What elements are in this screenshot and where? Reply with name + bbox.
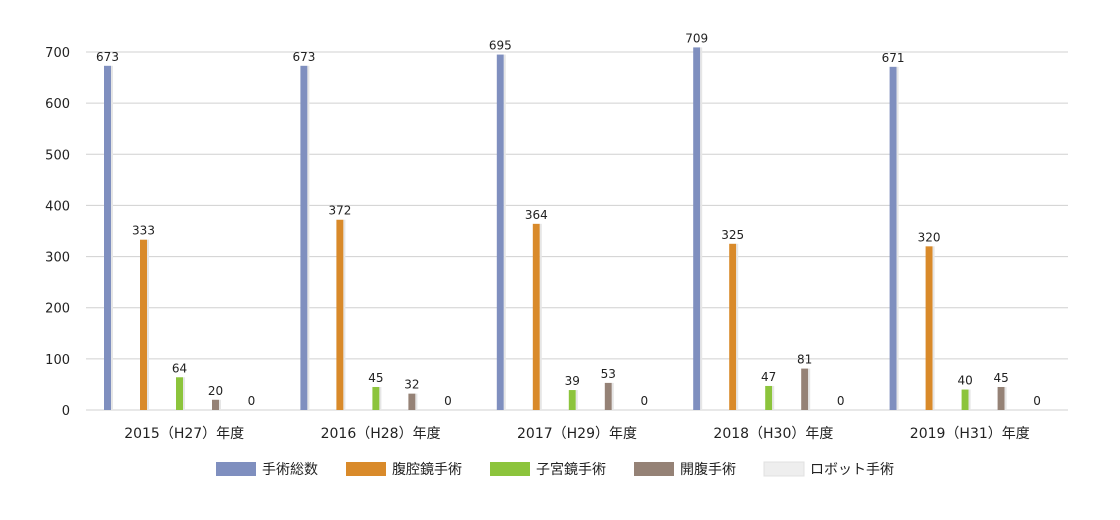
bar: [496, 54, 504, 411]
bar-shadow: [1004, 386, 1007, 410]
bar-shadow: [503, 54, 506, 411]
bar: [532, 223, 540, 410]
bar: [604, 382, 612, 410]
data-label: 0: [1033, 394, 1041, 408]
bar-shadow: [147, 239, 149, 410]
data-label: 673: [292, 50, 315, 64]
data-label: 0: [837, 394, 845, 408]
legend-swatch: [346, 462, 386, 476]
x-axis-categories: 2015（H27）年度 2016（H28）年度 2017（H29）年度 2018（H3…: [124, 426, 1030, 442]
data-label: 673: [96, 50, 119, 64]
data-label: 320: [918, 230, 941, 244]
bar-shadow: [611, 382, 614, 410]
data-label: 671: [882, 51, 905, 65]
data-label: 325: [721, 228, 744, 242]
bar-shadow: [808, 368, 811, 410]
x-category-label: 2019（H31）年度: [910, 426, 1030, 442]
data-label: 39: [565, 374, 580, 388]
legend-swatch: [216, 462, 256, 476]
bar: [889, 66, 897, 411]
data-label: 64: [172, 361, 187, 375]
bar: [336, 219, 344, 410]
grid-lines: [86, 51, 1068, 411]
bar-shadow: [736, 243, 739, 410]
bar: [176, 377, 183, 410]
y-tick-label: 600: [45, 97, 70, 112]
bars: [104, 47, 1007, 411]
legend-label: 開腹手術: [680, 461, 736, 478]
data-label: 40: [957, 374, 972, 388]
x-category-label: 2018（H30）年度: [713, 426, 833, 442]
bar-shadow: [343, 219, 346, 410]
y-tick-label: 700: [45, 46, 70, 61]
y-tick-label: 300: [45, 251, 70, 266]
y-tick-label: 0: [62, 404, 70, 419]
bar: [693, 47, 701, 410]
data-label: 47: [761, 370, 776, 384]
data-label: 372: [328, 204, 351, 218]
y-tick-label: 200: [45, 302, 70, 317]
bar: [104, 65, 111, 411]
bar: [408, 393, 416, 410]
bar: [997, 386, 1005, 410]
x-category-label: 2015（H27）年度: [124, 426, 244, 442]
bar: [729, 243, 737, 410]
data-label: 32: [404, 378, 419, 392]
x-category-label: 2016（H28）年度: [321, 426, 441, 442]
bar-shadow: [932, 246, 935, 410]
y-axis-ticks: 0 100 200 300 400 500 600 700: [45, 46, 70, 419]
bar-shadow: [539, 223, 542, 410]
data-label: 333: [132, 224, 155, 238]
data-label: 695: [489, 39, 512, 53]
data-label: 45: [368, 371, 383, 385]
bar: [212, 399, 219, 410]
bar-shadow: [307, 65, 310, 411]
bar-shadow: [968, 389, 971, 410]
bar-shadow: [183, 377, 185, 410]
data-label: 81: [797, 353, 812, 367]
bar: [568, 390, 576, 410]
data-label: 364: [525, 208, 548, 222]
legend-label: 手術総数: [262, 462, 318, 478]
bar-shadow: [575, 390, 578, 410]
bar-shadow: [772, 385, 775, 410]
bar: [961, 389, 969, 410]
legend-swatch: [763, 461, 805, 477]
y-tick-label: 500: [45, 148, 70, 163]
bar: [372, 386, 380, 410]
x-category-label: 2017（H29）年度: [517, 426, 637, 442]
y-tick-label: 400: [45, 199, 70, 214]
data-label: 45: [993, 371, 1008, 385]
bar: [140, 239, 147, 410]
data-label: 0: [444, 394, 452, 408]
data-label: 0: [248, 394, 256, 408]
legend: 手術総数 腹腔鏡手術 子宮鏡手術 開腹手術 ロボット手術: [216, 461, 894, 478]
legend-swatch: [634, 462, 674, 476]
data-label: 0: [640, 394, 648, 408]
bar-shadow: [111, 65, 113, 411]
bar: [925, 246, 933, 410]
bar-shadow: [896, 66, 899, 411]
y-tick-label: 100: [45, 353, 70, 368]
legend-label: 子宮鏡手術: [536, 462, 606, 478]
bar: [765, 385, 773, 410]
bar-shadow: [219, 399, 221, 410]
data-label: 20: [208, 384, 223, 398]
bar-shadow: [415, 393, 418, 410]
legend-swatch: [490, 462, 530, 476]
bar-shadow: [700, 47, 703, 410]
bar: [801, 368, 809, 410]
bar-shadow: [379, 386, 382, 410]
bar: [300, 65, 308, 411]
data-label: 53: [601, 367, 616, 381]
legend-label: 腹腔鏡手術: [392, 461, 462, 478]
legend-label: ロボット手術: [810, 462, 894, 478]
data-label: 709: [685, 31, 708, 45]
